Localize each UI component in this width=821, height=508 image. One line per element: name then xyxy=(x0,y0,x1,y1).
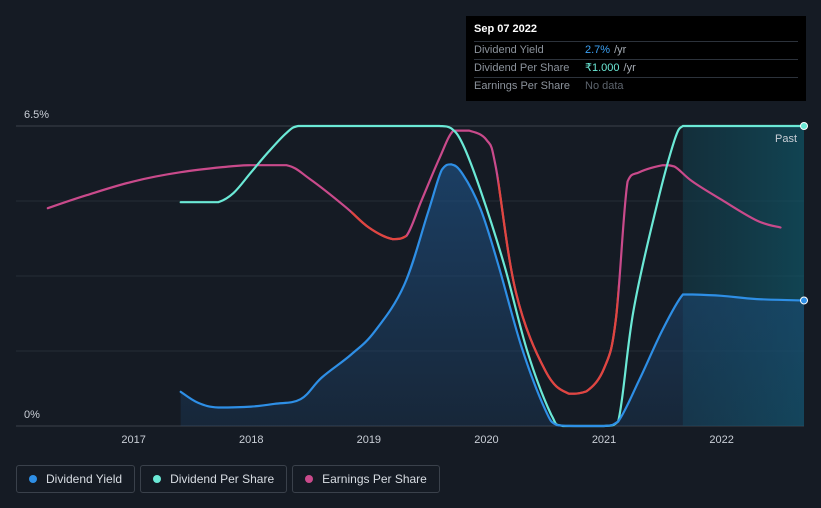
dividend-per-share-line xyxy=(179,124,806,428)
tooltip-row-earnings-per-share: Earnings Per Share No data xyxy=(474,78,798,95)
legend-item-dividend-yield[interactable]: Dividend Yield xyxy=(16,465,136,493)
legend-label: Dividend Per Share xyxy=(170,472,275,486)
y-axis-bottom-label: 0% xyxy=(24,409,40,421)
dividend-yield-end-marker xyxy=(800,296,808,305)
tooltip-unit: /yr xyxy=(623,62,636,74)
earnings-per-share-line xyxy=(46,129,782,395)
legend-label: Earnings Per Share xyxy=(322,472,427,486)
dividend-yield-line xyxy=(179,163,806,428)
series-lines xyxy=(46,124,806,428)
tooltip-value: ₹1.000 xyxy=(585,62,620,74)
tooltip-unit: /yr xyxy=(614,44,627,56)
legend-dot-icon xyxy=(153,475,162,483)
x-tick-label: 2020 xyxy=(474,434,498,446)
y-axis-top-label: 6.5% xyxy=(24,109,49,121)
x-axis-ticks: 2017 2018 2019 2020 2021 2022 xyxy=(121,434,734,446)
legend-item-earnings-per-share[interactable]: Earnings Per Share xyxy=(292,465,440,493)
legend-label: Dividend Yield xyxy=(46,472,123,486)
past-label: Past xyxy=(775,133,797,145)
tooltip-date: Sep 07 2022 xyxy=(474,23,798,42)
legend: Dividend Yield Dividend Per Share Earnin… xyxy=(16,465,440,493)
x-tick-label: 2017 xyxy=(121,434,145,446)
tooltip-row-dividend-per-share: Dividend Per Share ₹1.000 /yr xyxy=(474,60,798,78)
tooltip-label: Earnings Per Share xyxy=(474,80,570,92)
tooltip-value: 2.7% xyxy=(585,44,611,56)
legend-item-dividend-per-share[interactable]: Dividend Per Share xyxy=(140,465,288,493)
legend-dot-icon xyxy=(29,475,37,483)
x-tick-label: 2021 xyxy=(592,434,616,446)
x-tick-label: 2018 xyxy=(239,434,263,446)
tooltip: Sep 07 2022 Dividend Yield 2.7% /yr Divi… xyxy=(466,16,806,101)
end-markers xyxy=(800,122,808,305)
tooltip-label: Dividend Yield xyxy=(474,44,544,56)
tooltip-label: Dividend Per Share xyxy=(474,62,570,74)
dividend-per-share-end-marker xyxy=(800,122,808,130)
x-tick-label: 2019 xyxy=(357,434,381,446)
legend-dot-icon xyxy=(305,475,314,483)
x-tick-label: 2022 xyxy=(709,434,733,446)
tooltip-row-dividend-yield: Dividend Yield 2.7% /yr xyxy=(474,42,798,60)
dividend-yield-area xyxy=(180,164,804,427)
tooltip-value: No data xyxy=(585,80,624,92)
